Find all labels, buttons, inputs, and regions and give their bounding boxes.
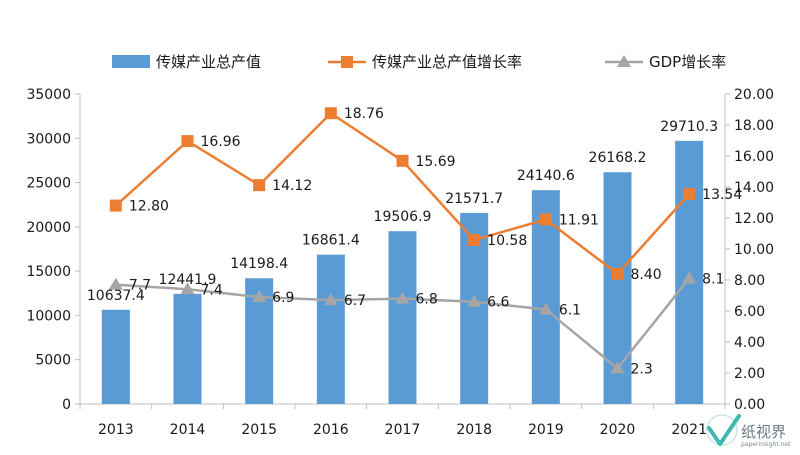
legend-swatch-bar	[112, 55, 150, 68]
x-tick-label: 2018	[456, 422, 492, 438]
bar-value-label: 16861.4	[302, 233, 360, 249]
y-left-tick-label: 15000	[26, 264, 71, 280]
bar-value-label: 12441.9	[159, 272, 217, 288]
legend-swatch-marker	[617, 55, 631, 67]
y-left-tick-label: 30000	[26, 131, 71, 147]
gdp-growth-value-label: 8.1	[702, 271, 724, 287]
y-right-tick-label: 14.00	[734, 180, 774, 196]
legend-label: GDP增长率	[649, 53, 726, 71]
gdp-growth-value-label: 6.1	[559, 302, 581, 318]
y-right-tick-label: 12.00	[734, 211, 774, 227]
x-tick-label: 2014	[170, 422, 206, 438]
data-labels: 10637.4 12441.9 14198.4 16861.4 19506.9 21571…	[87, 106, 742, 377]
gdp-growth-marker	[467, 294, 482, 307]
gdp-growth-value-label: 7.4	[201, 282, 223, 298]
bar-value-label: 29710.3	[660, 119, 718, 135]
legend-item-1: 传媒产业总产值增长率	[328, 53, 522, 71]
legend-label: 传媒产业总产值	[156, 53, 261, 71]
x-tick-label: 2016	[313, 422, 349, 438]
paperinsight-logo-icon	[706, 414, 741, 446]
watermark-url: paperinsight.net	[741, 441, 791, 448]
media-growth-marker	[683, 188, 696, 201]
gdp-growth-marker	[395, 291, 410, 304]
y-right-tick-label: 2.00	[734, 366, 765, 382]
media-growth-value-label: 11.91	[559, 212, 599, 228]
y-left-tick-label: 20000	[26, 220, 71, 236]
gdp-growth-marker	[252, 290, 267, 303]
x-tick-label: 2013	[98, 422, 134, 438]
x-tick-label: 2019	[528, 422, 564, 438]
media-growth-value-label: 10.58	[487, 233, 527, 249]
legend: 传媒产业总产值 传媒产业总产值增长率 GDP增长率	[112, 53, 726, 71]
gdp-growth-value-label: 6.7	[344, 293, 366, 309]
media-growth-value-label: 18.76	[344, 106, 384, 122]
y-right-tick-label: 10.00	[734, 242, 774, 258]
x-tick-label: 2015	[241, 422, 277, 438]
media-growth-marker	[253, 179, 266, 192]
y-right-tick-label: 0.00	[734, 397, 765, 413]
media-growth-value-label: 12.80	[129, 199, 169, 215]
gdp-growth-value-label: 6.8	[416, 292, 438, 308]
bar-value-label: 19506.9	[374, 209, 432, 225]
legend-item-0: 传媒产业总产值	[112, 53, 261, 71]
legend-item-2: GDP增长率	[605, 53, 726, 71]
gdp-growth-value-label: 6.6	[487, 295, 509, 311]
bar	[388, 231, 417, 404]
watermark: 纸视界 paperinsight.net	[706, 414, 791, 448]
y-left-tick-label: 10000	[26, 308, 71, 324]
y-right-tick-label: 6.00	[734, 304, 765, 320]
gdp-growth-marker	[323, 293, 338, 306]
y-right-tick-label: 16.00	[734, 149, 774, 165]
x-tick-label: 2020	[600, 422, 636, 438]
bar-value-label: 21571.7	[445, 191, 503, 207]
x-tick-label: 2017	[385, 422, 421, 438]
media-growth-marker	[611, 267, 624, 280]
legend-swatch-marker	[341, 56, 353, 68]
bar-value-label: 24140.6	[517, 168, 575, 184]
media-growth-marker	[539, 213, 552, 226]
bar	[173, 293, 202, 404]
gdp-growth-marker	[682, 271, 697, 284]
media-growth-value-label: 16.96	[201, 134, 241, 150]
y-left-tick-label: 5000	[35, 353, 71, 369]
media-growth-marker	[109, 199, 122, 212]
bar	[316, 254, 345, 404]
y-right-tick-label: 18.00	[734, 118, 774, 134]
media-growth-marker	[396, 154, 409, 167]
media-growth-value-label: 13.54	[702, 187, 742, 203]
bar-value-label: 26168.2	[589, 150, 647, 166]
gdp-growth-marker	[538, 302, 553, 315]
watermark-name: 纸视界	[741, 423, 786, 441]
media-growth-marker	[468, 234, 481, 247]
media-growth-marker	[324, 107, 337, 120]
x-tick-label: 2021	[671, 422, 707, 438]
bar	[101, 309, 130, 404]
y-right-tick-label: 20.00	[734, 87, 774, 103]
gdp-growth-value-label: 7.7	[129, 278, 151, 294]
bar-value-label: 10637.4	[87, 288, 145, 304]
y-left-tick-label: 25000	[26, 176, 71, 192]
y-right-tick-label: 4.00	[734, 335, 765, 351]
gdp-growth-marker	[610, 361, 625, 374]
bar-value-label: 14198.4	[230, 256, 288, 272]
media-growth-marker	[181, 135, 194, 148]
y-left-tick-label: 0	[62, 397, 71, 413]
y-left-tick-label: 35000	[26, 87, 71, 103]
gdp-growth-value-label: 6.9	[272, 290, 294, 306]
line-series	[108, 107, 697, 374]
media-growth-value-label: 8.40	[631, 267, 662, 283]
media-growth-value-label: 15.69	[416, 154, 456, 170]
legend-label: 传媒产业总产值增长率	[372, 53, 522, 71]
gdp-growth-value-label: 2.3	[631, 361, 653, 377]
gdp-growth-marker	[108, 277, 123, 290]
y-right-tick-label: 8.00	[734, 273, 765, 289]
media-growth-value-label: 14.12	[272, 178, 312, 194]
gdp-growth-marker	[180, 282, 195, 295]
